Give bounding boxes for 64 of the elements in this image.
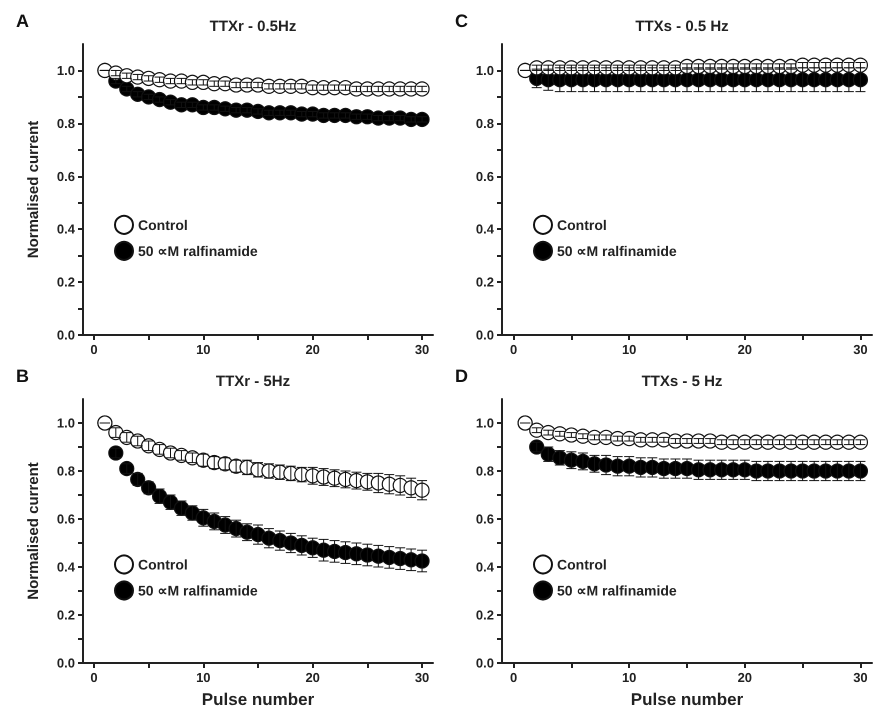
y-tick-label: 0.2 <box>476 608 494 622</box>
x-tick-label: 0 <box>510 342 518 357</box>
x-axis-title: Pulse number <box>202 690 315 709</box>
chart-title: TTXs - 0.5 Hz <box>635 18 729 35</box>
text: C <box>455 11 468 31</box>
y-tick-label: 0.8 <box>56 464 75 478</box>
point <box>414 553 430 569</box>
legend-label: Control <box>138 216 188 233</box>
y-tick-label: 1.0 <box>56 416 75 430</box>
x-axis-title: Pulse number <box>630 690 744 709</box>
x-tick-label: 10 <box>622 342 636 357</box>
x-tick-label: 20 <box>738 342 752 357</box>
y-tick-label: 0.4 <box>56 560 76 574</box>
text: D <box>455 366 468 386</box>
y-tick-label: 1.0 <box>476 416 494 430</box>
y-axis-title: Normalised current <box>25 120 42 258</box>
point <box>414 482 430 498</box>
x-tick-label: 0 <box>510 670 518 685</box>
x-tick-label: 0 <box>90 342 98 357</box>
y-tick-label: 0.8 <box>56 116 75 131</box>
x-tick-label: 30 <box>414 670 430 685</box>
x-tick-label: 20 <box>738 670 752 685</box>
y-tick-label: 0.4 <box>56 222 76 237</box>
text: A <box>16 11 29 31</box>
y-tick-label: 0.2 <box>56 608 75 622</box>
y-tick-label: 1.0 <box>476 62 494 78</box>
y-tick-label: 0.2 <box>56 274 75 290</box>
y-tick-label: 0.2 <box>476 274 494 290</box>
chart-title: TTXr - 0.5Hz <box>210 18 296 35</box>
y-tick-label: 0.6 <box>56 168 75 184</box>
chart-title: TTXs - 5 Hz <box>642 373 722 390</box>
x-tick-label: 30 <box>853 342 868 357</box>
y-tick-label: 0.8 <box>476 116 494 131</box>
x-tick-label: 0 <box>90 670 98 685</box>
y-tick-label: 0.4 <box>476 222 495 237</box>
y-tick-label: 0.6 <box>476 168 494 184</box>
x-tick-label: 10 <box>196 670 211 685</box>
point <box>852 463 868 479</box>
y-tick-label: 0.6 <box>476 512 494 526</box>
x-tick-label: 30 <box>853 670 868 685</box>
legend-label: 50 ∝M ralfinamide <box>138 582 258 598</box>
y-axis-title: Normalised current <box>25 462 42 600</box>
legend-label: 50 ∝M ralfinamide <box>138 242 258 259</box>
legend-label: 50 ∝M ralfinamide <box>557 242 677 259</box>
y-tick-label: 0.0 <box>476 656 494 670</box>
y-tick-label: 0.8 <box>476 464 494 478</box>
x-tick-label: 10 <box>622 670 636 685</box>
y-tick-label: 0.0 <box>56 656 75 670</box>
legend-label: Control <box>138 556 188 572</box>
legend-label: 50 ∝M ralfinamide <box>557 582 677 598</box>
y-tick-label: 0.0 <box>56 328 75 342</box>
text: B <box>16 366 29 386</box>
x-tick-label: 20 <box>305 670 320 685</box>
x-tick-label: 10 <box>196 342 211 357</box>
chart-title: TTXr - 5Hz <box>216 373 290 390</box>
x-tick-label: 30 <box>414 342 430 357</box>
y-tick-label: 0.4 <box>476 560 495 574</box>
legend-label: Control <box>557 216 607 233</box>
x-tick-label: 20 <box>305 342 320 357</box>
y-tick-label: 0.0 <box>476 328 494 342</box>
legend-label: Control <box>557 556 607 572</box>
y-tick-label: 0.6 <box>56 512 75 526</box>
point <box>852 72 868 88</box>
y-tick-label: 1.0 <box>56 62 75 78</box>
